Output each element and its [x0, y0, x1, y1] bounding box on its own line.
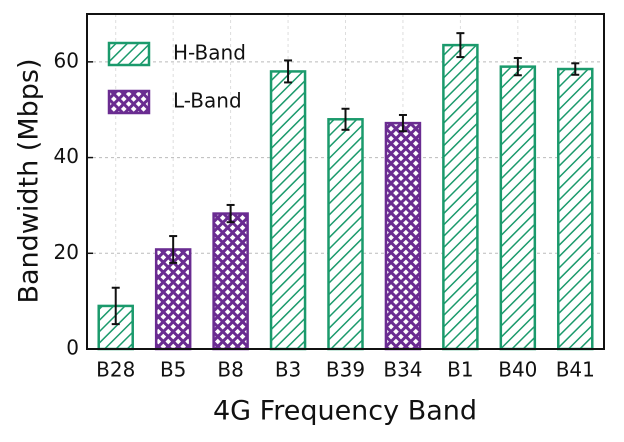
x-tick-label: B3 [275, 358, 301, 382]
plot-frame [86, 13, 605, 350]
y-tick-label: 60 [54, 48, 79, 72]
error-bar [513, 57, 522, 77]
bar [212, 212, 249, 351]
x-tick-label: B41 [556, 358, 595, 382]
error-bar [226, 203, 235, 224]
x-tick-label: B34 [383, 358, 422, 382]
error-bar [571, 62, 580, 76]
bar [384, 121, 422, 351]
bar [557, 67, 594, 351]
legend-swatch [107, 89, 151, 115]
error-bar [111, 286, 120, 326]
error-bar [284, 59, 293, 84]
bar [327, 118, 364, 351]
x-tick-label: B40 [498, 358, 537, 382]
error-bar [398, 113, 407, 133]
x-tick-label: B5 [160, 358, 186, 382]
x-tick-label: B39 [326, 358, 365, 382]
bar [442, 43, 479, 351]
legend-label: H-Band [173, 41, 246, 65]
y-tick-label: 0 [66, 336, 79, 360]
x-tick-label: B8 [217, 358, 243, 382]
y-tick-label: 20 [54, 240, 79, 264]
x-tick-label: B1 [447, 358, 473, 382]
x-tick-label: B28 [96, 358, 135, 382]
error-bar [169, 235, 178, 264]
legend-swatch [107, 41, 151, 67]
error-bar [456, 32, 465, 59]
bar [154, 248, 192, 351]
bar [499, 65, 537, 351]
y-tick-label: 40 [54, 144, 79, 168]
error-bar [341, 107, 350, 131]
y-axis-label: Bandwidth (Mbps) [14, 58, 45, 303]
legend-label: L-Band [173, 89, 242, 113]
bar [269, 70, 307, 351]
x-axis-label: 4G Frequency Band [213, 396, 477, 427]
